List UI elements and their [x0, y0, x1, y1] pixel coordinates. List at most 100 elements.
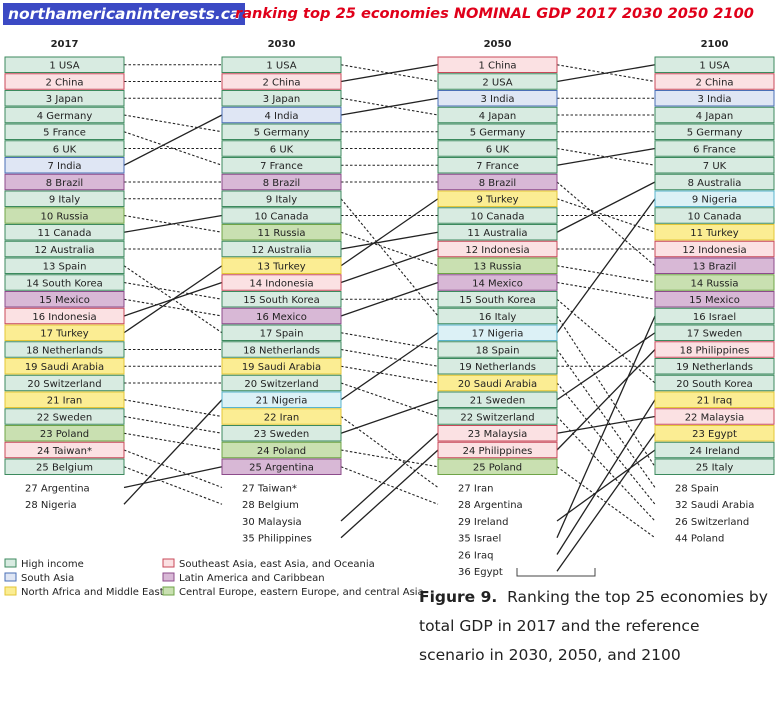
rank-label: 17 Turkey — [40, 329, 89, 340]
rank-box — [437, 341, 558, 358]
connector-line — [340, 332, 439, 351]
rank-box — [4, 374, 125, 392]
extra-rank-label: 44 Poland — [675, 534, 724, 545]
legend-label: Southeast Asia, east Asia, and Oceania — [179, 559, 375, 570]
connector-line — [123, 114, 223, 166]
rank-box — [221, 73, 342, 90]
rank-box — [4, 207, 125, 224]
rank-label: 5 Germany — [254, 128, 310, 139]
rank-box — [654, 224, 775, 241]
rank-label: 2 China — [262, 77, 300, 88]
rank-label: 20 South Korea — [676, 379, 753, 390]
rank-box — [4, 73, 125, 90]
connector-line — [340, 382, 439, 418]
rank-box — [654, 324, 775, 341]
rank-label: 21 Nigeria — [256, 396, 308, 407]
rank-box — [654, 374, 775, 392]
rank-box — [654, 391, 775, 408]
rank-box — [4, 190, 125, 207]
legend-swatch — [162, 558, 175, 568]
rank-label: 15 Mexico — [689, 295, 740, 306]
connector-line — [340, 97, 439, 116]
legend-swatch — [162, 586, 175, 596]
connector-line — [556, 382, 656, 505]
rank-label: 19 Saudi Arabia — [242, 362, 321, 373]
rank-box — [4, 90, 125, 107]
legend-label: North Africa and Middle East — [21, 587, 164, 598]
rank-box — [654, 123, 775, 140]
rank-label: 15 Mexico — [39, 295, 90, 306]
rank-label: 6 UK — [53, 144, 77, 155]
rank-box — [654, 207, 775, 224]
rank-label: 23 Sweden — [254, 429, 309, 440]
connector-line — [340, 432, 439, 522]
legend-swatch — [4, 572, 17, 582]
connector-line — [340, 466, 439, 505]
rank-label: 6 France — [693, 144, 736, 155]
rank-label: 13 Brazil — [693, 262, 737, 273]
rank-label: 5 Germany — [687, 128, 743, 139]
rank-label: 2 China — [45, 77, 83, 88]
connector-line — [340, 198, 439, 317]
rank-label: 2 China — [695, 77, 733, 88]
rank-box — [4, 257, 125, 274]
connector-line — [556, 332, 656, 401]
rank-box — [4, 307, 125, 325]
rank-label: 3 India — [697, 94, 731, 105]
rank-label: 14 Russia — [690, 278, 738, 289]
rank-label: 24 Taiwan* — [37, 446, 92, 457]
rank-box — [437, 240, 558, 258]
rank-label: 7 India — [47, 161, 81, 172]
connector-line — [123, 466, 223, 489]
rank-label: 21 Iran — [47, 396, 82, 407]
rank-box — [4, 408, 125, 425]
rank-label: 11 Canada — [38, 228, 92, 239]
column-year: 2050 — [484, 39, 512, 50]
rank-label: 1 China — [478, 61, 516, 72]
rank-box — [437, 106, 558, 124]
connector-line — [123, 432, 223, 451]
rank-box — [654, 106, 775, 124]
rank-box — [437, 291, 558, 308]
rank-box — [4, 324, 125, 341]
rank-box — [437, 324, 558, 341]
rank-box — [654, 458, 775, 475]
legend-swatch — [162, 572, 175, 582]
rank-label: 9 Nigeria — [692, 195, 737, 206]
rank-label: 21 Sweden — [470, 396, 525, 407]
rank-label: 11 Australia — [467, 228, 527, 239]
connector-line — [123, 281, 223, 300]
rank-box — [654, 73, 775, 90]
rank-box — [654, 274, 775, 291]
extra-rank-label: 27 Iran — [458, 483, 493, 494]
connector-line — [340, 281, 439, 317]
rank-box — [4, 224, 125, 241]
rank-box — [221, 224, 342, 241]
rank-box — [437, 90, 558, 107]
rank-box — [221, 324, 342, 341]
extra-rank-label: 28 Spain — [675, 483, 719, 494]
rank-label: 10 Canada — [688, 211, 742, 222]
rank-label: 8 Brazil — [46, 178, 83, 189]
rank-box — [221, 425, 342, 442]
rank-box — [221, 408, 342, 425]
connector-line — [123, 449, 223, 489]
connector-line — [556, 64, 656, 83]
rank-box — [221, 106, 342, 124]
rank-label: 22 Switzerland — [460, 412, 534, 423]
rank-label: 2 USA — [482, 77, 512, 88]
page-title: ranking top 25 economies NOMINAL GDP 201… — [235, 5, 754, 22]
rank-box — [437, 173, 558, 191]
connector-line — [340, 97, 439, 116]
rank-box — [654, 257, 775, 274]
rank-label: 22 Iran — [264, 412, 299, 423]
rank-box — [4, 274, 125, 291]
rank-label: 4 Japan — [696, 111, 733, 122]
rank-box — [437, 391, 558, 408]
connector-line — [340, 365, 439, 384]
rank-box — [654, 157, 775, 174]
rank-box — [221, 157, 342, 174]
rank-box — [4, 56, 125, 73]
rank-label: 12 Australia — [34, 245, 94, 256]
connector-line — [123, 265, 223, 334]
